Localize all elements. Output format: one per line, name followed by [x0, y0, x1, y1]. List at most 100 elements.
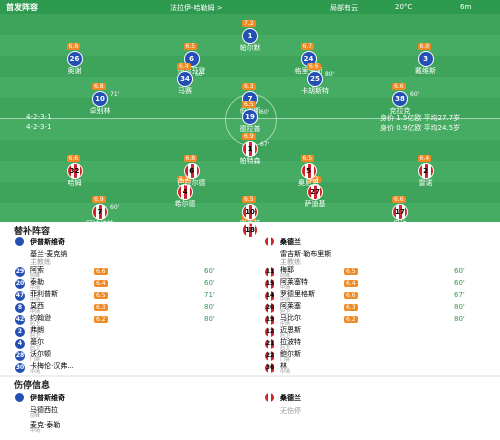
bench-event: 80' — [204, 315, 215, 323]
bench-name[interactable]: 阿莱塞 — [280, 302, 301, 310]
bench-name[interactable]: 弗朗 — [30, 326, 44, 334]
bench-event: 60' — [204, 279, 215, 287]
bench-name[interactable]: 卡梅伦·汉弗... — [30, 362, 74, 370]
bench-rating: 6.3 — [344, 304, 358, 311]
bench-rating: 6.4 — [94, 280, 108, 287]
coach-role: 主教练 — [30, 258, 51, 266]
bench-position: 后卫 — [30, 321, 41, 327]
bench-name[interactable]: 罗德里格斯 — [280, 290, 315, 298]
player-name: 奥谢 — [67, 67, 82, 75]
bench-name[interactable]: 沃尔顿 — [30, 350, 51, 358]
injury-name[interactable]: 麦克·泰勒 — [30, 421, 61, 429]
team-name[interactable]: 桑德兰 — [280, 238, 301, 246]
player-number[interactable]: 18 — [242, 222, 258, 238]
player-number[interactable]: 32 — [66, 163, 83, 179]
bench-name[interactable]: 迈恩斯 — [280, 326, 301, 334]
referee[interactable]: 法拉伊-哈勒姆 > — [170, 4, 223, 12]
bench-rating: 6.2 — [94, 316, 108, 323]
bench-name[interactable]: 阿索 — [30, 266, 44, 274]
bench-name[interactable]: 阿莱塞特 — [280, 278, 308, 286]
player-number[interactable]: 6 — [183, 163, 200, 179]
bench-name[interactable]: 拉波特 — [280, 338, 301, 346]
player-name: 卓别林 — [89, 107, 111, 115]
player-rating: 6.4 — [177, 176, 191, 183]
bench-title: 替补阵容 — [14, 227, 51, 237]
player-number[interactable]: 17 — [392, 204, 408, 220]
bench-position: 中场 — [280, 369, 291, 375]
player-rating: 6.6 — [392, 196, 406, 203]
bench-number: 30 — [14, 362, 26, 374]
bench-name[interactable]: 马比尔 — [280, 314, 301, 322]
player-number[interactable]: 1 — [242, 141, 258, 157]
player-name: 戴维斯 — [415, 67, 436, 75]
bench-event: 67' — [454, 291, 465, 299]
team-badge — [14, 236, 25, 247]
injury-note: 无伤停 — [280, 407, 301, 415]
injury-position: 中场 — [30, 428, 41, 434]
bench-position: 后卫 — [280, 309, 291, 315]
bench-name[interactable]: 梅耶 — [280, 266, 294, 274]
bench-number: 12 — [264, 326, 276, 338]
player-number[interactable]: 7 — [92, 204, 108, 220]
bench-name[interactable]: 约翰逊 — [30, 314, 51, 322]
player-rating: 6.4 — [177, 63, 191, 70]
bench-number: 20 — [264, 302, 276, 314]
bench-number: 20 — [14, 278, 26, 290]
player-rating: 6.9 — [242, 133, 256, 140]
team-name[interactable]: 伊普斯维奇 — [30, 238, 65, 246]
bench-rating: 6.6 — [94, 268, 108, 275]
bench-name[interactable]: 林 — [280, 362, 287, 370]
player-number[interactable]: 26 — [66, 51, 83, 67]
player-rating: 6.8 — [66, 43, 81, 50]
player-name: 伊西多尔 — [236, 238, 264, 246]
bench-number: 2 — [14, 326, 26, 338]
player-rating: 6.8 — [92, 83, 106, 90]
player-number[interactable]: 10 — [242, 204, 258, 220]
bench-name[interactable]: 鲍尔斯 — [280, 350, 301, 358]
player-name: 克拉克 — [389, 107, 411, 115]
bench-name[interactable]: 莫西 — [30, 302, 44, 310]
player-name: 阿迪格拉 — [86, 220, 114, 228]
sub-event: 80' — [325, 71, 335, 78]
player-name: 罗伯茨 — [239, 220, 261, 228]
player-number[interactable]: 1 — [242, 28, 258, 44]
player-name: 伍尔芬登 — [177, 67, 206, 75]
home-formation: 4-2-3-1 — [26, 113, 52, 121]
home-info: 身价 1.5亿欧 平均27.7岁 — [380, 114, 461, 122]
bench-position: 门将 — [30, 357, 41, 363]
player-name: 雷诺 — [418, 179, 433, 187]
bench-name[interactable]: 基尔 — [30, 338, 44, 346]
player-number[interactable]: 34 — [177, 71, 193, 87]
player-rating: 6.5 — [242, 101, 256, 108]
bench-name[interactable]: 菲利普斯 — [30, 290, 58, 298]
bench-rating: 6.2 — [344, 316, 358, 323]
header-bar — [0, 0, 500, 14]
bench-rating: 6.4 — [344, 280, 358, 287]
player-number[interactable]: 27 — [307, 184, 323, 200]
bench-event: 60' — [454, 267, 465, 275]
player-number[interactable]: 2 — [417, 163, 434, 179]
injury-team-name[interactable]: 桑德兰 — [280, 394, 301, 402]
sub-event: 67' — [260, 222, 270, 229]
injury-team-name[interactable]: 伊普斯维奇 — [30, 394, 65, 402]
player-number[interactable]: 25 — [307, 71, 323, 87]
player-number[interactable]: 3 — [417, 51, 434, 67]
player-number[interactable]: 19 — [242, 109, 258, 125]
bench-position: 后卫 — [280, 345, 291, 351]
player-rating: 6.8 — [183, 155, 198, 162]
player-rating: 6.6 — [66, 155, 81, 162]
player-number[interactable]: 5 — [300, 163, 317, 179]
sub-event: 60' — [195, 71, 205, 78]
divider — [0, 375, 500, 377]
injury-name[interactable]: 马德西拉 — [30, 406, 58, 414]
bench-position: 前锋 — [30, 273, 41, 279]
sub-event: 60' — [260, 109, 270, 116]
player-number[interactable]: 38 — [392, 91, 408, 107]
player-number[interactable]: 4 — [177, 184, 193, 200]
bench-name[interactable]: 泰勒 — [30, 278, 44, 286]
player-name: 巴拉尔德 — [177, 179, 206, 187]
player-number[interactable]: 10 — [92, 91, 108, 107]
bench-position: 中场 — [30, 285, 41, 291]
bench-position: 门将 — [280, 357, 291, 363]
